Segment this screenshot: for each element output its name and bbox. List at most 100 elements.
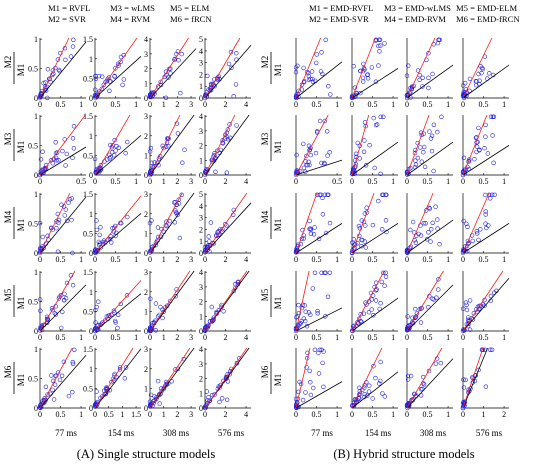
scatter-point — [421, 150, 426, 155]
fit-line — [149, 192, 183, 254]
scatter-point — [410, 315, 415, 320]
scatter-point — [109, 379, 114, 385]
scatter-point — [317, 118, 323, 124]
scatter-point — [369, 307, 374, 312]
scatter-point — [416, 231, 421, 237]
scatter-point — [120, 82, 125, 88]
scatter-point — [431, 168, 436, 174]
scatter-point — [422, 144, 427, 150]
scatter-point — [104, 157, 110, 162]
y-tick-label: 3 — [144, 345, 148, 354]
scatter-point — [465, 224, 470, 230]
x-tick-label: 2 — [175, 410, 179, 419]
scatter-point — [492, 192, 497, 198]
scatter-point — [357, 396, 362, 401]
legend-hybrid-m4: M4 = EMD-RVM — [384, 14, 446, 24]
scatter-point — [178, 90, 183, 96]
scatter-point — [491, 160, 496, 166]
scatter-point — [301, 236, 306, 241]
scatter-point — [113, 148, 118, 153]
fit-line — [94, 114, 131, 176]
scatter-point — [382, 394, 387, 399]
scatter-point — [111, 153, 117, 158]
scatter-point — [319, 160, 324, 166]
x-tick-label: 0.5 — [56, 333, 66, 342]
scatter-point — [353, 241, 358, 247]
scatter-point — [64, 218, 70, 224]
scatter-point — [93, 76, 99, 82]
scatter-point — [38, 308, 43, 313]
scatter-point — [212, 392, 217, 397]
scatter-point — [482, 146, 487, 151]
scatter-point — [484, 225, 489, 231]
scatter-point — [317, 347, 322, 352]
scatter-point — [63, 207, 69, 212]
panel-hybrid-m2-308ms: 0 0.5 1 — [404, 37, 454, 109]
scatter-point — [113, 233, 118, 239]
scatter-point — [149, 218, 154, 223]
x-tick-label: 1 — [502, 255, 506, 264]
scatter-point — [295, 168, 301, 174]
fit-line — [351, 37, 376, 99]
scatter-point — [223, 222, 228, 227]
x-tick-label: 0.5 — [423, 177, 433, 186]
y-tick-label: 0 — [144, 249, 148, 258]
x-tick-label: 0 — [405, 100, 409, 109]
scatter-point — [147, 250, 153, 255]
scatter-point — [66, 200, 71, 205]
scatter-point — [475, 139, 480, 145]
fit-line — [295, 192, 318, 254]
scatter-point — [429, 133, 435, 139]
scatter-point — [106, 75, 112, 80]
panel-single-m6-77ms: 0 0.5 1 0 0.5 1 — [28, 345, 87, 419]
scatter-point — [349, 95, 355, 101]
x-tick-label: 0 — [38, 177, 42, 186]
reference-line — [39, 284, 87, 332]
scatter-point — [359, 244, 364, 249]
y-tick-label: 3 — [144, 190, 148, 199]
scatter-point — [360, 75, 366, 81]
scatter-point — [300, 397, 306, 403]
y-tick-label: 0 — [89, 249, 93, 258]
row-label-hybrid-denominator: M1 — [273, 219, 283, 232]
scatter-point — [295, 91, 301, 97]
scatter-point — [406, 63, 411, 68]
scatter-point — [204, 402, 209, 408]
y-tick-label: 0 — [34, 249, 38, 258]
scatter-point — [308, 392, 314, 398]
scatter-point — [206, 234, 211, 239]
y-tick-label: 1.5 — [83, 345, 93, 354]
scatter-point — [234, 50, 239, 56]
scatter-point — [325, 294, 331, 299]
scatter-point — [302, 79, 307, 84]
scatter-point — [373, 122, 379, 128]
scatter-point — [325, 129, 330, 134]
scatter-point — [112, 73, 117, 79]
panel-axes — [351, 38, 398, 99]
scatter-point — [233, 82, 239, 87]
x-tick-label: 1 — [446, 255, 450, 264]
scatter-point — [305, 350, 310, 355]
fit-line — [39, 114, 86, 176]
scatter-point — [62, 213, 67, 218]
scatter-point — [409, 320, 415, 325]
scatter-point — [212, 153, 217, 158]
x-tick-label: 1.5 — [131, 410, 141, 419]
scatter-point — [124, 139, 130, 145]
legend-hybrid: M1 = EMD-RVFL M3 = EMD-wLMS M5 = EMD-ELM… — [309, 3, 520, 24]
y-tick-label: 5 — [199, 190, 203, 199]
y-tick-label: 0 — [89, 94, 93, 103]
scatter-point — [92, 156, 98, 162]
x-tick-label: 1 — [391, 333, 395, 342]
x-tick-label: 0.5 — [312, 333, 322, 342]
scatter-point — [213, 169, 218, 175]
x-tick-label: 0.5 — [423, 255, 433, 264]
caption-single: (A) Single structure models — [77, 447, 216, 461]
fit-line — [94, 195, 142, 254]
x-tick-label: 0.5 — [479, 255, 489, 264]
scatter-point — [405, 314, 410, 319]
x-tick-label: 1 — [162, 177, 166, 186]
legend-single: M1 = RVFL M3 = wLMS M5 = ELM M2 = SVR M4… — [48, 3, 212, 24]
scatter-point — [370, 396, 375, 401]
